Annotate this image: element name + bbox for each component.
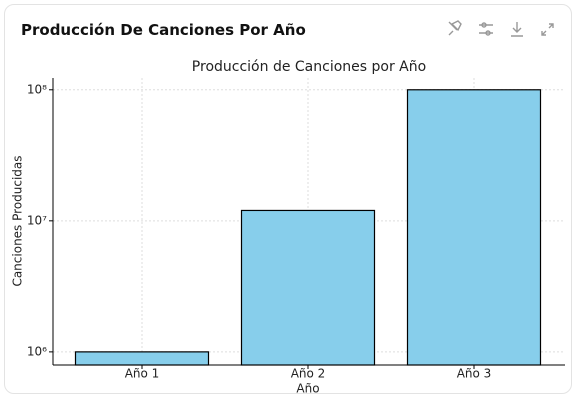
card: Producción De Canciones Por Año <box>4 4 572 394</box>
download-icon[interactable] <box>511 22 523 37</box>
x-tick-label: Año 2 <box>291 367 326 381</box>
y-tick-label: 10⁸ <box>27 82 47 96</box>
x-tick-label: Año 3 <box>457 367 492 381</box>
toolbar <box>448 20 554 37</box>
x-tick-label: Año 1 <box>125 367 160 381</box>
bar <box>406 89 542 366</box>
y-tick-label: 10⁶ <box>27 344 47 358</box>
chart-title: Producción de Canciones por Año <box>192 59 426 75</box>
settings-icon[interactable] <box>479 22 493 36</box>
x-axis-label: Año <box>296 382 319 396</box>
y-tick-label: 10⁷ <box>27 213 47 227</box>
pin-icon[interactable] <box>448 20 462 36</box>
card-title: Producción De Canciones Por Año <box>21 21 306 39</box>
bar <box>240 209 376 366</box>
bar <box>74 351 210 366</box>
expand-icon[interactable] <box>541 23 554 36</box>
y-axis-label: Canciones Producidas <box>11 155 25 286</box>
